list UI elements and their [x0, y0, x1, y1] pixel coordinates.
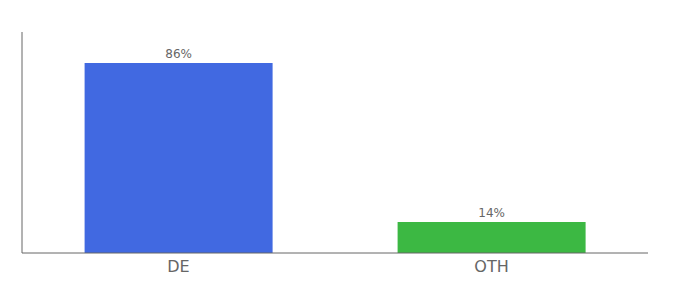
svg-text:14%: 14% [478, 206, 505, 220]
svg-text:DE: DE [167, 257, 189, 276]
svg-text:OTH: OTH [474, 257, 508, 276]
svg-text:86%: 86% [165, 47, 192, 61]
